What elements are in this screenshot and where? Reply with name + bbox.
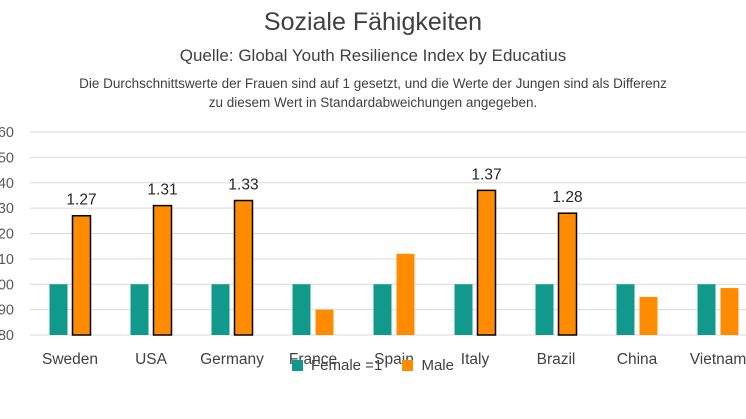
legend-item-male: Male (402, 357, 454, 374)
x-tick-label: USA (135, 351, 168, 368)
bar-male (557, 212, 578, 336)
note-line-1: Die Durchschnittswerte der Frauen sind a… (79, 76, 667, 91)
x-tick-label: Italy (461, 351, 490, 368)
y-axis-tick-labels: 80 90 00 10 20 30 40 50 60 (0, 125, 14, 344)
legend-item-female: Female =1 (292, 357, 382, 374)
data-labels: 1.27 1.31 1.33 1.37 1.28 (66, 166, 582, 208)
chart-note: Die Durchschnittswerte der Frauen sind a… (0, 74, 746, 112)
legend-swatch-male (402, 360, 414, 371)
y-tick-label: 80 (0, 328, 14, 344)
x-axis-tick-labels: Sweden USA Germany France Spain Italy Brazil Ch… (42, 351, 746, 368)
y-tick-label: 40 (0, 176, 14, 192)
x-tick-label: Germany (200, 351, 264, 368)
data-label: 1.28 (552, 189, 582, 206)
x-tick-label: Vietnam (690, 351, 746, 368)
bar-female (130, 284, 149, 335)
bar-female (697, 284, 716, 335)
bar-male (720, 288, 739, 335)
bar-female (211, 284, 230, 335)
bar-female (292, 284, 311, 335)
note-line-2: zu diesem Wert in Standardabweichungen a… (208, 95, 538, 110)
y-tick-label: 60 (0, 125, 14, 141)
y-tick-label: 90 (0, 303, 14, 319)
y-tick-label: 10 (0, 252, 14, 268)
legend: Female =1 Male (0, 357, 746, 375)
legend-swatch-female (292, 360, 303, 371)
bar-female (373, 284, 392, 335)
data-label: 1.33 (228, 177, 258, 194)
legend-label-female: Female =1 (311, 357, 383, 374)
bar-male (152, 204, 173, 336)
bar-male (639, 296, 658, 335)
data-label: 1.27 (66, 192, 96, 209)
bar-female (535, 284, 554, 335)
chart-subtitle: Quelle: Global Youth Resilience Index by… (179, 46, 567, 65)
chart-title: Soziale Fähigkeiten (263, 8, 483, 36)
bar-male (315, 309, 334, 335)
x-tick-label: Brazil (537, 351, 576, 368)
bars (49, 189, 739, 336)
y-tick-label: 50 (0, 150, 14, 166)
x-tick-label: Sweden (42, 351, 98, 368)
y-tick-label: 30 (0, 201, 14, 217)
bar-female (616, 284, 635, 335)
y-tick-label: 20 (0, 227, 14, 243)
bar-male (233, 199, 254, 336)
bar-female (49, 284, 68, 335)
bar-male (396, 253, 415, 335)
x-tick-label: China (617, 351, 658, 368)
bar-male (71, 214, 92, 336)
y-tick-label: 00 (0, 277, 14, 293)
legend-label-male: Male (421, 357, 454, 374)
data-label: 1.37 (471, 166, 501, 183)
data-label: 1.31 (147, 182, 177, 199)
bar-male (476, 189, 497, 336)
bar-female (454, 284, 473, 335)
